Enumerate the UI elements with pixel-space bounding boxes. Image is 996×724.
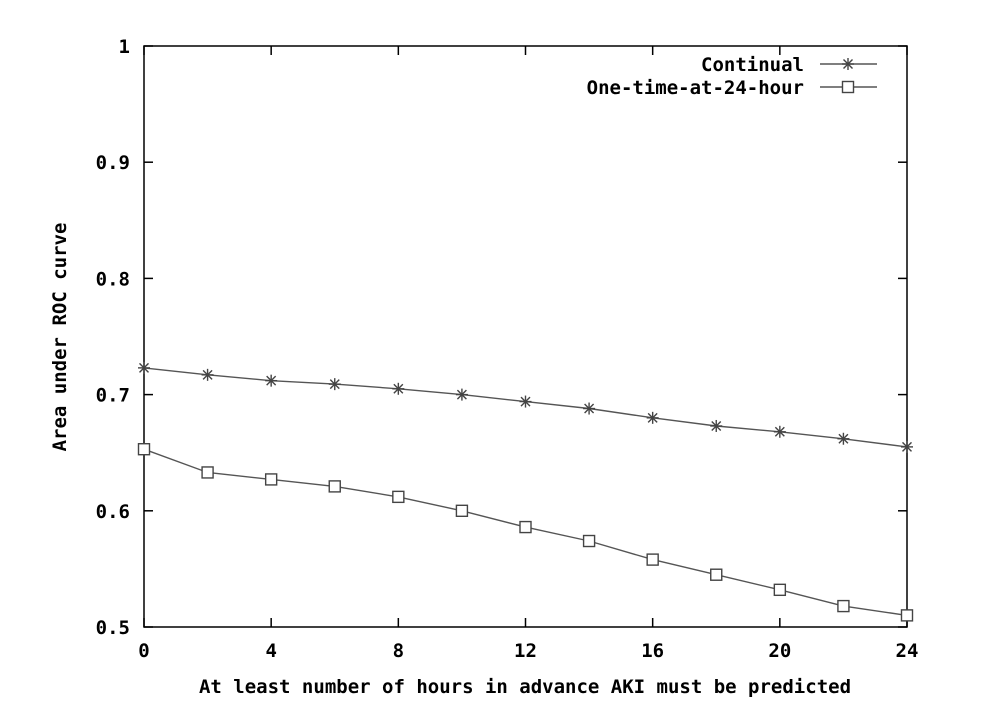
data-point bbox=[646, 411, 659, 424]
plot-frame bbox=[143, 45, 908, 628]
x-tick-label: 24 bbox=[896, 640, 919, 662]
y-tick-label: 1 bbox=[119, 36, 130, 58]
data-point bbox=[837, 599, 850, 613]
data-point bbox=[265, 374, 278, 387]
data-point bbox=[455, 504, 469, 517]
data-point bbox=[710, 568, 723, 581]
y-tick-label: 0.9 bbox=[96, 152, 130, 174]
data-point bbox=[201, 368, 214, 381]
y-tick-label: 0.8 bbox=[96, 268, 130, 290]
data-point bbox=[328, 378, 341, 391]
x-axis-label: At least number of hours in advance AKI … bbox=[199, 676, 851, 698]
data-point bbox=[519, 395, 532, 408]
data-point bbox=[583, 402, 596, 415]
x-tick-label: 4 bbox=[265, 640, 276, 662]
x-tick-label: 12 bbox=[514, 640, 537, 662]
data-point bbox=[519, 520, 532, 534]
legend-label: One-time-at-24-hour bbox=[587, 77, 804, 99]
data-point bbox=[582, 534, 596, 548]
y-axis-label: Area under ROC curve bbox=[49, 223, 71, 452]
y-tick-label: 0.5 bbox=[96, 617, 130, 639]
x-tick-label: 8 bbox=[393, 640, 404, 662]
data-point bbox=[455, 388, 468, 401]
y-tick-label: 0.7 bbox=[96, 385, 130, 407]
data-point bbox=[137, 443, 151, 456]
data-point bbox=[837, 432, 850, 445]
data-point bbox=[901, 440, 913, 453]
data-point bbox=[773, 583, 787, 597]
data-point bbox=[646, 553, 659, 566]
data-point bbox=[773, 425, 786, 438]
y-axis: 0.5 0.6 0.7 0.8 0.9 1 bbox=[96, 36, 907, 639]
series-layer bbox=[137, 361, 914, 622]
data-point bbox=[841, 80, 855, 94]
data-point bbox=[392, 382, 405, 395]
y-tick-label: 0.6 bbox=[96, 501, 130, 523]
data-point bbox=[138, 361, 150, 374]
data-point bbox=[201, 466, 214, 479]
data-point bbox=[264, 473, 278, 486]
data-point bbox=[328, 480, 341, 493]
legend-label: Continual bbox=[701, 54, 804, 76]
x-tick-label: 0 bbox=[138, 640, 149, 662]
data-point bbox=[842, 58, 854, 70]
x-tick-label: 20 bbox=[768, 640, 791, 662]
x-tick-label: 16 bbox=[641, 640, 664, 662]
data-point bbox=[900, 609, 914, 622]
data-point bbox=[710, 419, 723, 432]
data-point bbox=[392, 490, 405, 504]
x-axis: 0 4 8 12 16 20 24 bbox=[138, 46, 918, 662]
